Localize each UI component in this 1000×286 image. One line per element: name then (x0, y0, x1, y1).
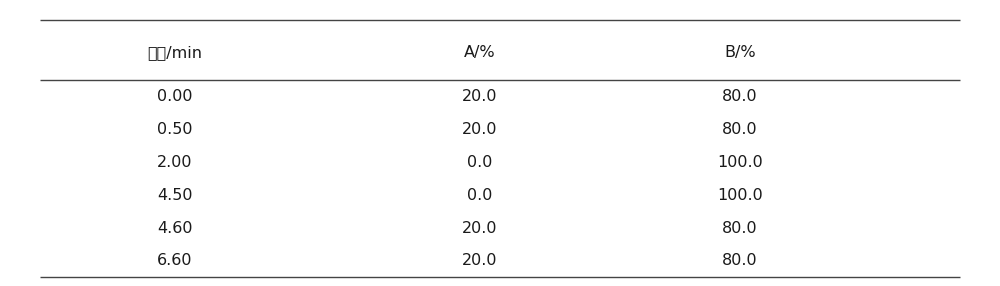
Text: 20.0: 20.0 (462, 221, 498, 236)
Text: 2.00: 2.00 (157, 155, 193, 170)
Text: 100.0: 100.0 (717, 155, 763, 170)
Text: 时间/min: 时间/min (148, 45, 202, 60)
Text: 20.0: 20.0 (462, 122, 498, 137)
Text: 0.50: 0.50 (157, 122, 193, 137)
Text: A/%: A/% (464, 45, 496, 60)
Text: B/%: B/% (724, 45, 756, 60)
Text: 6.60: 6.60 (157, 253, 193, 269)
Text: 20.0: 20.0 (462, 253, 498, 269)
Text: 0.00: 0.00 (157, 89, 193, 104)
Text: 80.0: 80.0 (722, 122, 758, 137)
Text: 80.0: 80.0 (722, 221, 758, 236)
Text: 0.0: 0.0 (467, 155, 493, 170)
Text: 4.50: 4.50 (157, 188, 193, 203)
Text: 100.0: 100.0 (717, 188, 763, 203)
Text: 20.0: 20.0 (462, 89, 498, 104)
Text: 4.60: 4.60 (157, 221, 193, 236)
Text: 80.0: 80.0 (722, 89, 758, 104)
Text: 0.0: 0.0 (467, 188, 493, 203)
Text: 80.0: 80.0 (722, 253, 758, 269)
